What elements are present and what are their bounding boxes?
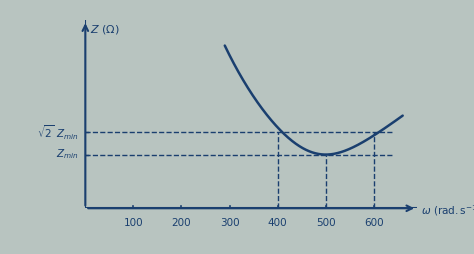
Text: 400: 400 xyxy=(268,218,287,228)
Text: $Z\ (\Omega)$: $Z\ (\Omega)$ xyxy=(90,23,120,36)
Text: 100: 100 xyxy=(124,218,143,228)
Text: 600: 600 xyxy=(364,218,383,228)
Text: $\omega\ \mathrm{(rad.s^{-1})}$: $\omega\ \mathrm{(rad.s^{-1})}$ xyxy=(421,203,474,218)
Text: 300: 300 xyxy=(220,218,239,228)
Text: 200: 200 xyxy=(172,218,191,228)
Text: $Z_{min}$: $Z_{min}$ xyxy=(55,148,78,162)
Text: $\sqrt{2}\ Z_{min}$: $\sqrt{2}\ Z_{min}$ xyxy=(37,123,78,141)
Text: 500: 500 xyxy=(316,218,336,228)
